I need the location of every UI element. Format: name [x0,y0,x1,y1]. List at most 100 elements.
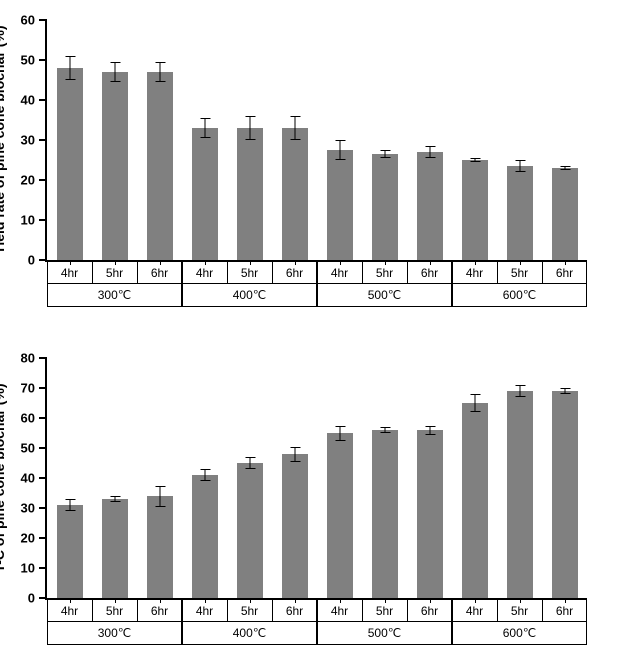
ytick [39,567,47,569]
bars-tc: 300℃4hr5hr6hr400℃4hr5hr6hr500℃4hr5hr6hr6… [47,358,587,598]
ytick [39,357,47,359]
group-subdivider [227,598,228,622]
ytick-label: 0 [28,591,35,606]
group-label: 500℃ [368,626,402,640]
bar-xtick [340,260,341,265]
ytick [39,179,47,181]
ytick [39,259,47,261]
ytick-label: 30 [21,133,35,148]
error-bar [519,385,520,397]
bar-xlabel: 4hr [331,604,348,618]
bar-xtick [565,598,566,603]
bar [282,454,308,598]
group-label: 300℃ [98,626,132,640]
bar [102,499,128,598]
bar-xlabel: 5hr [511,266,528,280]
bar [327,150,353,260]
error-bar [474,394,475,412]
error-bar [429,146,430,158]
error-bar [564,166,565,170]
bar-xtick [295,260,296,265]
bar [462,160,488,260]
ytick [39,417,47,419]
bar-xtick [475,598,476,603]
bar [462,403,488,598]
bar [507,166,533,260]
error-bar [429,426,430,435]
bar [372,430,398,598]
error-bar [384,427,385,433]
bar-xlabel: 6hr [286,604,303,618]
bar-group: 600℃4hr5hr6hr [452,20,587,260]
group-subdivider [362,598,363,622]
error-bar [564,388,565,394]
bar [417,430,443,598]
ytick [39,387,47,389]
group-label: 600℃ [503,626,537,640]
error-bar [339,140,340,160]
ytick-label: 50 [21,441,35,456]
ytick-label: 70 [21,381,35,396]
bar-group: 400℃4hr5hr6hr [182,20,317,260]
group-subdivider [137,598,138,622]
bar-xlabel: 6hr [151,266,168,280]
bar-xtick [385,260,386,265]
plot-area-yield: Yield rate of pine cone biochar (%) 0102… [45,20,587,262]
bar-xtick [70,260,71,265]
bar [552,168,578,260]
bar-xtick [250,260,251,265]
ytick-label: 0 [28,253,35,268]
error-bar [294,116,295,140]
bar-xtick [205,260,206,265]
bar [417,152,443,260]
error-bar [384,150,385,158]
bar-xtick [475,260,476,265]
group-subdivider [407,598,408,622]
bar [372,154,398,260]
error-bar [339,426,340,441]
bar-xtick [430,598,431,603]
ytick [39,59,47,61]
error-bar [204,469,205,481]
ytick-label: 80 [21,351,35,366]
bar-xtick [520,260,521,265]
group-label: 600℃ [503,288,537,302]
bar-xtick [520,598,521,603]
ylabel-yield: Yield rate of pine cone biochar (%) [0,26,7,255]
error-bar [69,499,70,511]
bar-xlabel: 4hr [466,266,483,280]
bar-group: 300℃4hr5hr6hr [47,20,182,260]
group-subdivider [497,598,498,622]
bar-xlabel: 6hr [421,604,438,618]
bar-group: 400℃4hr5hr6hr [182,358,317,598]
group-subdivider [92,260,93,284]
bar-group: 300℃4hr5hr6hr [47,358,182,598]
bar [102,72,128,260]
bar [507,391,533,598]
bar-xtick [115,598,116,603]
bar-xtick [160,598,161,603]
bar-xtick [340,598,341,603]
bar-xlabel: 6hr [421,266,438,280]
group-subdivider [542,598,543,622]
page: Yield rate of pine cone biochar (%) 0 10 2… [0,0,641,660]
ytick [39,597,47,599]
bar [147,72,173,260]
bar-xtick [205,598,206,603]
group-subdivider [137,260,138,284]
bars-yield: 300℃4hr5hr6hr400℃4hr5hr6hr500℃4hr5hr6hr6… [47,20,587,260]
error-bar [114,496,115,502]
group-subdivider [497,260,498,284]
ytick-label: 30 [21,501,35,516]
ytick-label: 20 [21,531,35,546]
ytick-label: 10 [21,561,35,576]
error-bar [204,118,205,138]
group-subdivider [362,260,363,284]
bar-xtick [565,260,566,265]
bar-xlabel: 4hr [61,604,78,618]
error-bar [249,116,250,140]
error-bar [114,62,115,82]
ytick [39,507,47,509]
error-bar [159,486,160,507]
bar [237,128,263,260]
